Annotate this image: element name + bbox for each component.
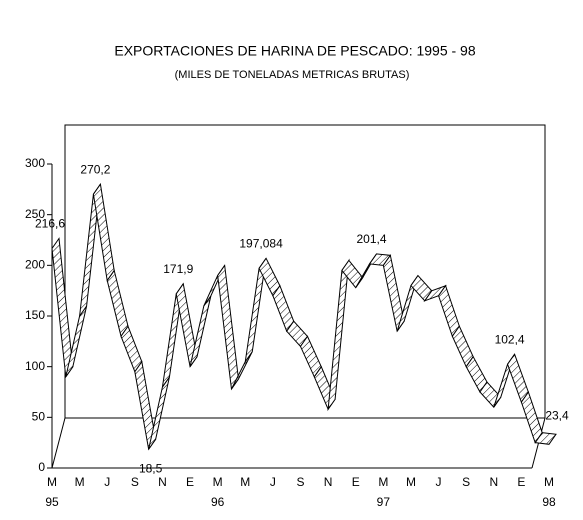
- x-tick-label: N: [324, 475, 333, 489]
- ribbon-segment: [327, 258, 350, 412]
- y-tick-label: 100: [25, 359, 45, 373]
- data-label: 18,5: [139, 461, 163, 475]
- x-tick-label: M: [378, 475, 388, 489]
- ribbon-segment: [217, 264, 239, 391]
- ribbon-segment: [148, 376, 170, 450]
- data-label: 216,6: [35, 217, 65, 231]
- ribbon-segment: [507, 353, 529, 404]
- y-tick-label: 50: [32, 410, 46, 424]
- y-tick-label: 150: [25, 308, 45, 322]
- ribbon-segment: [534, 432, 557, 445]
- x-tick-label: S: [462, 475, 470, 489]
- ribbon-segment: [92, 182, 115, 282]
- x-tick-label: M: [544, 475, 554, 489]
- ribbon-segment: [189, 295, 212, 367]
- x-tick-label: N: [489, 475, 498, 489]
- y-tick-label: 200: [25, 258, 45, 272]
- data-label: 171,9: [163, 262, 193, 276]
- x-tick-label: M: [406, 475, 416, 489]
- ribbon-segment: [51, 237, 74, 379]
- x-tick-label: N: [158, 475, 167, 489]
- ribbon-segment: [120, 325, 143, 373]
- x-year-label: 97: [377, 495, 391, 509]
- ribbon-segment: [438, 284, 460, 338]
- x-year-label: 95: [45, 495, 59, 509]
- x-tick-label: E: [186, 475, 194, 489]
- x-tick-label: J: [270, 475, 276, 489]
- ribbon-segment: [106, 269, 129, 338]
- x-year-label: 98: [542, 495, 556, 509]
- data-label: 102,4: [495, 332, 525, 346]
- x-tick-label: M: [75, 475, 85, 489]
- x-year-label: 96: [211, 495, 225, 509]
- y-tick-label: 250: [25, 207, 45, 221]
- x-tick-label: S: [296, 475, 304, 489]
- x-tick-label: E: [352, 475, 360, 489]
- x-tick-label: J: [104, 475, 110, 489]
- floor-edge: [51, 417, 66, 469]
- data-label: 270,2: [80, 162, 110, 176]
- x-tick-label: M: [240, 475, 250, 489]
- chart-subtitle: (MILES DE TONELADAS METRICAS BRUTAS): [175, 69, 410, 81]
- chart-title: EXPORTACIONES DE HARINA DE PESCADO: 1995…: [114, 43, 475, 59]
- x-tick-label: S: [131, 475, 139, 489]
- data-label: 23,4: [545, 408, 569, 422]
- back-wall: [64, 124, 546, 419]
- data-label: 201,4: [357, 232, 387, 246]
- x-tick-label: M: [213, 475, 223, 489]
- y-tick-label: 0: [38, 460, 45, 474]
- ribbon-segment: [272, 284, 295, 333]
- x-tick-label: J: [436, 475, 442, 489]
- y-tick-label: 300: [25, 156, 45, 170]
- x-tick-label: E: [517, 475, 525, 489]
- x-tick-label: M: [47, 475, 57, 489]
- ribbon-segment: [520, 391, 543, 444]
- data-label: 197,084: [239, 236, 283, 250]
